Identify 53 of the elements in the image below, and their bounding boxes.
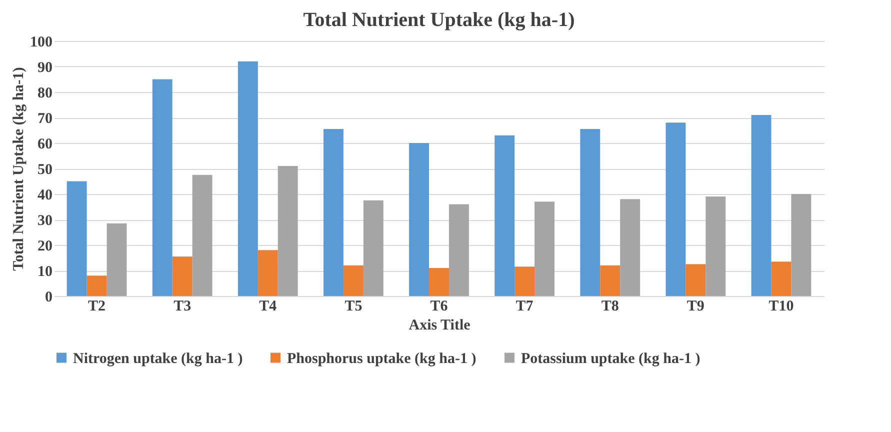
x-tick-label: T3 (174, 298, 192, 314)
bar (666, 122, 686, 296)
bar (278, 166, 298, 296)
x-tick-label: T4 (259, 298, 278, 314)
bar (152, 79, 172, 296)
x-tick-label: T7 (516, 298, 534, 314)
chart-title: Total Nutrient Uptake (kg ha-1) (303, 9, 575, 31)
y-tick-label: 60 (38, 136, 52, 152)
y-axis-title: Total Nutrient Uptake (kg ha-1) (11, 67, 27, 271)
y-tick-label: 50 (38, 162, 52, 178)
bar (343, 265, 364, 296)
bar (324, 128, 344, 296)
y-tick-label: 90 (38, 60, 52, 76)
bar (66, 181, 87, 296)
legend-label: Nitrogen uptake (kg ha-1 ) (73, 350, 243, 367)
bar (514, 266, 535, 296)
bar (409, 143, 430, 296)
x-tick-label: T9 (686, 298, 704, 314)
bar (771, 262, 792, 296)
x-tick-label: T8 (601, 298, 619, 314)
bar (363, 200, 384, 296)
bar (192, 174, 212, 296)
y-tick-label: 30 (38, 213, 52, 229)
legend-label: Phosphorus uptake (kg ha-1 ) (287, 350, 476, 367)
legend-label: Potassium uptake (kg ha-1 ) (521, 350, 700, 367)
bar (494, 135, 515, 296)
bar (706, 196, 726, 296)
bar (534, 202, 554, 296)
bar (580, 128, 600, 296)
x-tick-label: T5 (344, 298, 362, 314)
bar (258, 250, 278, 296)
y-tick-label: 20 (38, 238, 52, 254)
x-axis-title: Axis Title (408, 318, 471, 334)
bar (429, 268, 449, 296)
bar (86, 276, 107, 296)
y-tick-label: 80 (38, 86, 52, 102)
y-tick-label: 40 (38, 188, 52, 204)
bar (791, 194, 812, 296)
bar (600, 265, 620, 296)
y-tick-label: 0 (45, 290, 52, 306)
y-tick-label: 10 (38, 264, 52, 280)
bar (172, 256, 192, 296)
bar (238, 61, 258, 296)
y-tick-label: 100 (30, 34, 52, 50)
y-tick-label: 70 (38, 111, 52, 127)
x-tick-label: T2 (88, 298, 106, 314)
x-tick-label: T10 (768, 298, 794, 314)
bar (448, 204, 469, 296)
bar (686, 264, 706, 296)
x-tick-label: T6 (430, 298, 448, 314)
bar (751, 114, 772, 296)
bar (620, 199, 640, 296)
bar (106, 223, 127, 296)
